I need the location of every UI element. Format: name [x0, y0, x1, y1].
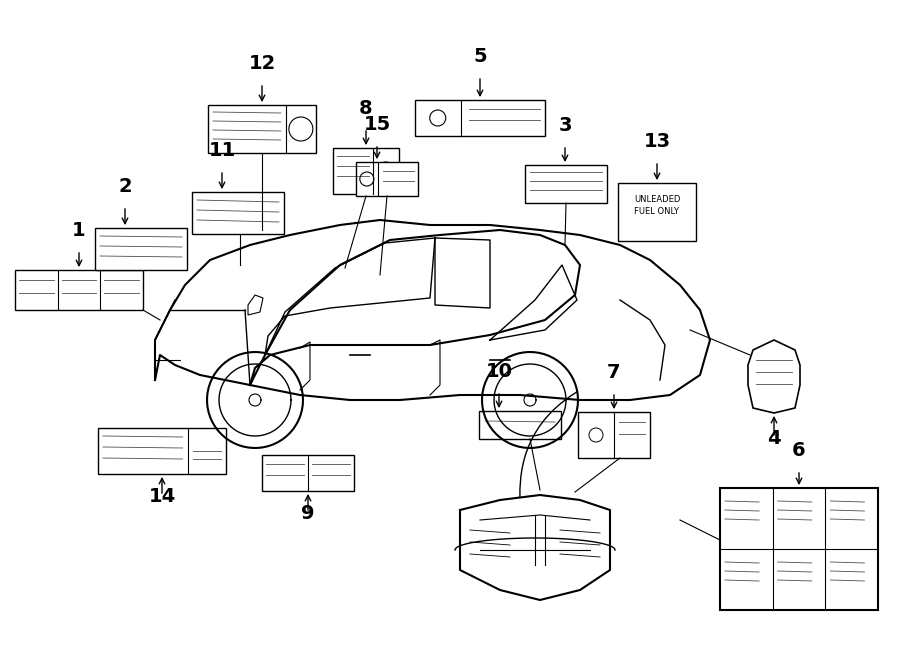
- Bar: [192, 192, 284, 234]
- Text: FUEL ONLY: FUEL ONLY: [634, 206, 680, 215]
- Polygon shape: [748, 340, 800, 413]
- Bar: [98, 428, 226, 474]
- Text: 8: 8: [359, 99, 373, 118]
- Bar: [720, 488, 878, 610]
- Text: UNLEADED: UNLEADED: [634, 194, 680, 204]
- Bar: [525, 165, 607, 203]
- Text: 3: 3: [558, 116, 572, 135]
- Bar: [15, 270, 143, 310]
- Bar: [333, 148, 399, 194]
- Text: 10: 10: [485, 362, 512, 381]
- Bar: [208, 105, 316, 153]
- Text: 2: 2: [118, 177, 131, 196]
- Text: 12: 12: [248, 54, 275, 73]
- Text: 15: 15: [364, 115, 391, 134]
- Bar: [262, 455, 354, 491]
- Text: 11: 11: [209, 141, 236, 160]
- Text: 4: 4: [767, 429, 781, 448]
- Text: 7: 7: [608, 363, 621, 382]
- Text: 14: 14: [148, 487, 176, 506]
- Bar: [415, 100, 545, 136]
- Text: 13: 13: [644, 132, 670, 151]
- Bar: [578, 412, 650, 458]
- Text: 5: 5: [473, 47, 487, 66]
- Polygon shape: [248, 295, 263, 315]
- Bar: [356, 162, 418, 196]
- Text: 1: 1: [72, 221, 86, 240]
- Bar: [95, 228, 187, 270]
- Bar: [479, 411, 561, 439]
- Text: 6: 6: [792, 441, 806, 460]
- Bar: [618, 183, 696, 241]
- Text: 9: 9: [302, 504, 315, 523]
